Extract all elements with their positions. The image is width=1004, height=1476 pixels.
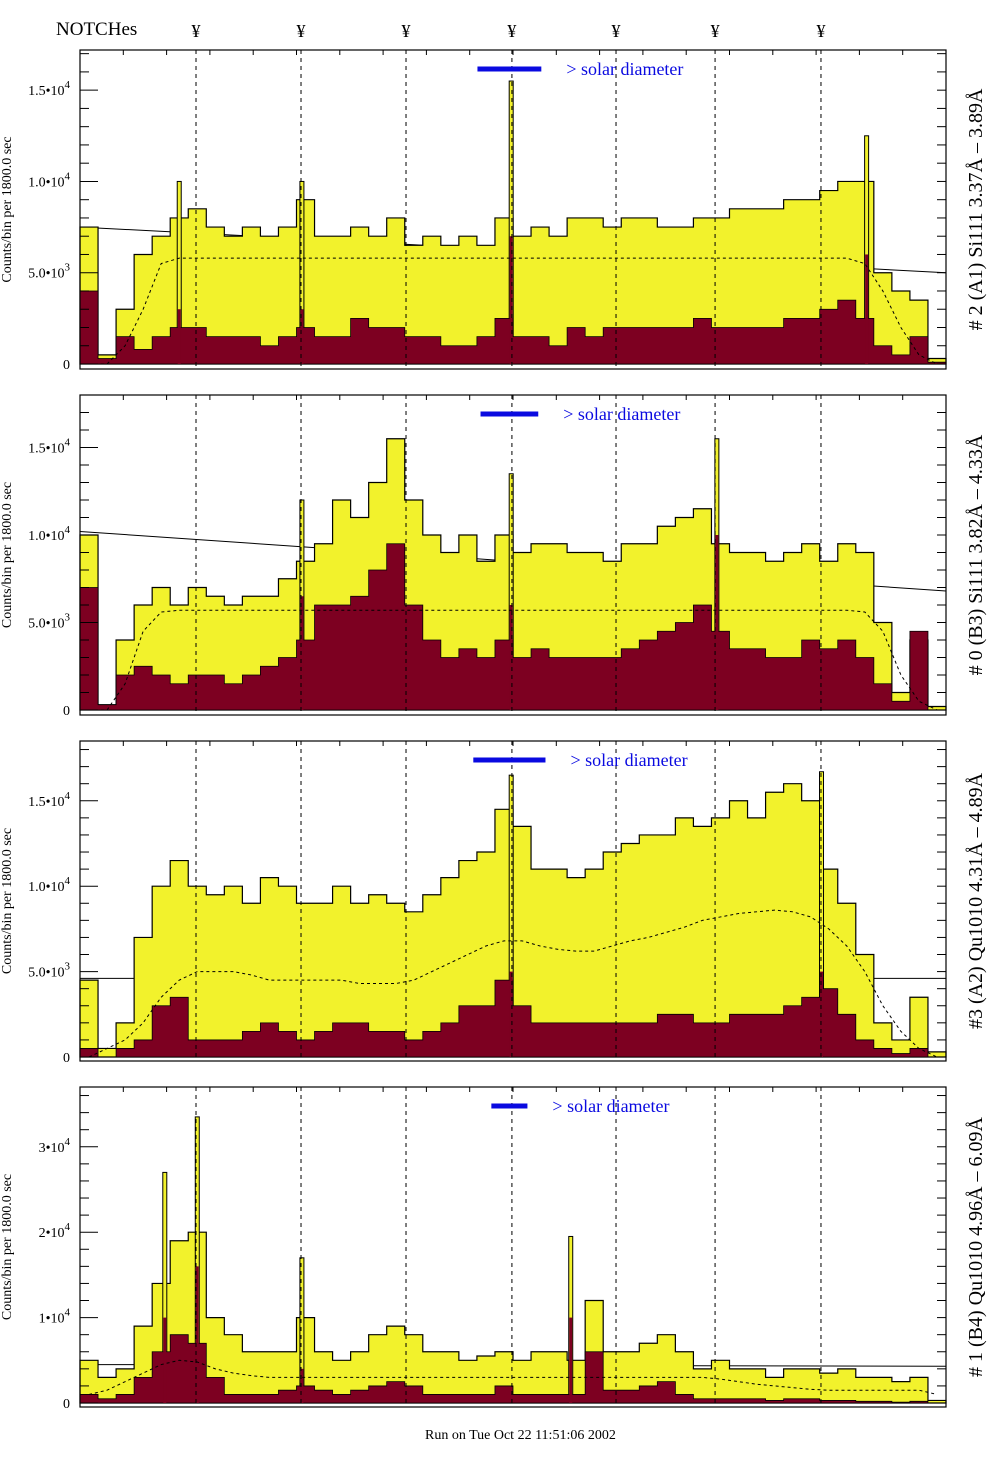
tick-mantissa: 5.0•10 [28, 966, 64, 981]
tick-exponent: 4 [65, 1136, 71, 1148]
tick-mantissa: 0 [63, 704, 70, 719]
detail-spike-bar [820, 971, 824, 1057]
detail-counts-histogram [79, 290, 947, 365]
y-tick-label: 0 [63, 704, 70, 719]
run-timestamp: Run on Tue Oct 22 11:51:06 2002 [425, 1428, 616, 1443]
panel-detector-label: #3 (A2) Qu1010 4.31Å – 4.89Å [965, 772, 987, 1029]
tick-exponent: 4 [65, 875, 71, 887]
detail-spike-bar [300, 596, 304, 710]
y-tick-label: 5.0•103 [28, 612, 70, 632]
detail-spike-bar [177, 309, 181, 364]
tick-mantissa: 1.5•10 [28, 442, 64, 457]
tick-mantissa: 1.0•10 [28, 880, 64, 895]
detail-spike-bar [509, 236, 513, 364]
tick-exponent: 4 [65, 170, 71, 182]
detail-spike-bar [163, 1317, 167, 1403]
detail-spike-bar [569, 1317, 573, 1403]
y-axis-label: Counts/bin per 1800.0 sec [0, 1174, 15, 1320]
tick-mantissa: 5.0•10 [28, 617, 64, 632]
detail-spike-bar [865, 254, 869, 364]
tick-mantissa: 0 [63, 1397, 70, 1412]
detail-spike-bar [509, 971, 513, 1057]
solar-diameter-legend: > solar diameter [563, 404, 680, 424]
y-tick-label: 1.0•104 [28, 524, 70, 544]
detail-spike-bar [195, 1266, 199, 1403]
model-curve [88, 1359, 938, 1395]
model-curve [89, 257, 938, 365]
notch-marker: ¥ [297, 21, 306, 41]
y-tick-label: 1.0•104 [28, 875, 70, 895]
notches-title: NOTCHes [56, 19, 138, 40]
tick-mantissa: 5.0•10 [28, 267, 64, 282]
tick-exponent: 4 [65, 790, 71, 802]
tick-exponent: 3 [65, 961, 71, 973]
notch-marker: ¥ [507, 21, 516, 41]
tick-mantissa: 1•10 [39, 1312, 65, 1327]
y-axis-label: Counts/bin per 1800.0 sec [0, 828, 15, 974]
detail-counts-histogram [79, 1334, 946, 1404]
tick-mantissa: 1.0•10 [28, 529, 64, 544]
y-tick-label: 0 [63, 1051, 70, 1066]
tick-exponent: 4 [65, 524, 71, 536]
notch-marker: ¥ [612, 21, 621, 41]
y-axis-label: Counts/bin per 1800.0 sec [0, 136, 15, 282]
solar-diameter-legend: > solar diameter [552, 1096, 669, 1116]
solar-diameter-legend: > solar diameter [570, 750, 687, 770]
tick-mantissa: 3•10 [39, 1141, 65, 1156]
detail-spike-bar [509, 605, 513, 710]
tick-mantissa: 1.5•10 [28, 795, 64, 810]
tick-exponent: 4 [65, 79, 71, 91]
y-tick-label: 1•104 [39, 1307, 71, 1327]
y-tick-label: 0 [63, 358, 70, 373]
detail-spike-bar [715, 535, 719, 710]
detail-counts-histogram [79, 979, 946, 1058]
y-tick-label: 1.0•104 [28, 170, 70, 190]
notch-marker: ¥ [816, 21, 825, 41]
tick-exponent: 4 [65, 1221, 71, 1233]
y-tick-label: 5.0•103 [28, 961, 70, 981]
tick-exponent: 3 [65, 262, 71, 274]
y-tick-label: 3•104 [39, 1136, 71, 1156]
total-counts-histogram [79, 1231, 947, 1404]
detail-spike-bar [300, 1368, 304, 1403]
notch-marker: ¥ [402, 21, 411, 41]
y-tick-label: 0 [63, 1397, 70, 1412]
panel-detector-label: # 2 (A1) Si111 3.37Å – 3.89Å [965, 88, 987, 330]
notch-marker: ¥ [192, 21, 201, 41]
tick-exponent: 4 [65, 437, 71, 449]
tick-mantissa: 1.5•10 [28, 84, 64, 99]
tick-mantissa: 0 [63, 358, 70, 373]
detail-counts-histogram [79, 543, 946, 711]
tick-mantissa: 2•10 [39, 1226, 65, 1241]
solar-diameter-legend: > solar diameter [566, 59, 683, 79]
tick-exponent: 4 [65, 1307, 71, 1319]
y-axis-label: Counts/bin per 1800.0 sec [0, 482, 15, 628]
tick-exponent: 3 [65, 612, 71, 624]
detail-spike-bar [300, 309, 304, 364]
y-tick-label: 2•104 [39, 1221, 71, 1241]
panel-detector-label: # 1 (B4) Qu1010 4.96Å – 6.09Å [965, 1116, 987, 1377]
y-tick-label: 1.5•104 [28, 790, 70, 810]
y-tick-label: 5.0•103 [28, 262, 70, 282]
panel-detector-label: # 0 (B3) Si111 3.82Å – 4.33Å [965, 434, 987, 675]
notch-marker: ¥ [711, 21, 720, 41]
y-tick-label: 1.5•104 [28, 437, 70, 457]
tick-mantissa: 0 [63, 1051, 70, 1066]
tick-mantissa: 1.0•10 [28, 175, 64, 190]
y-tick-label: 1.5•104 [28, 79, 70, 99]
